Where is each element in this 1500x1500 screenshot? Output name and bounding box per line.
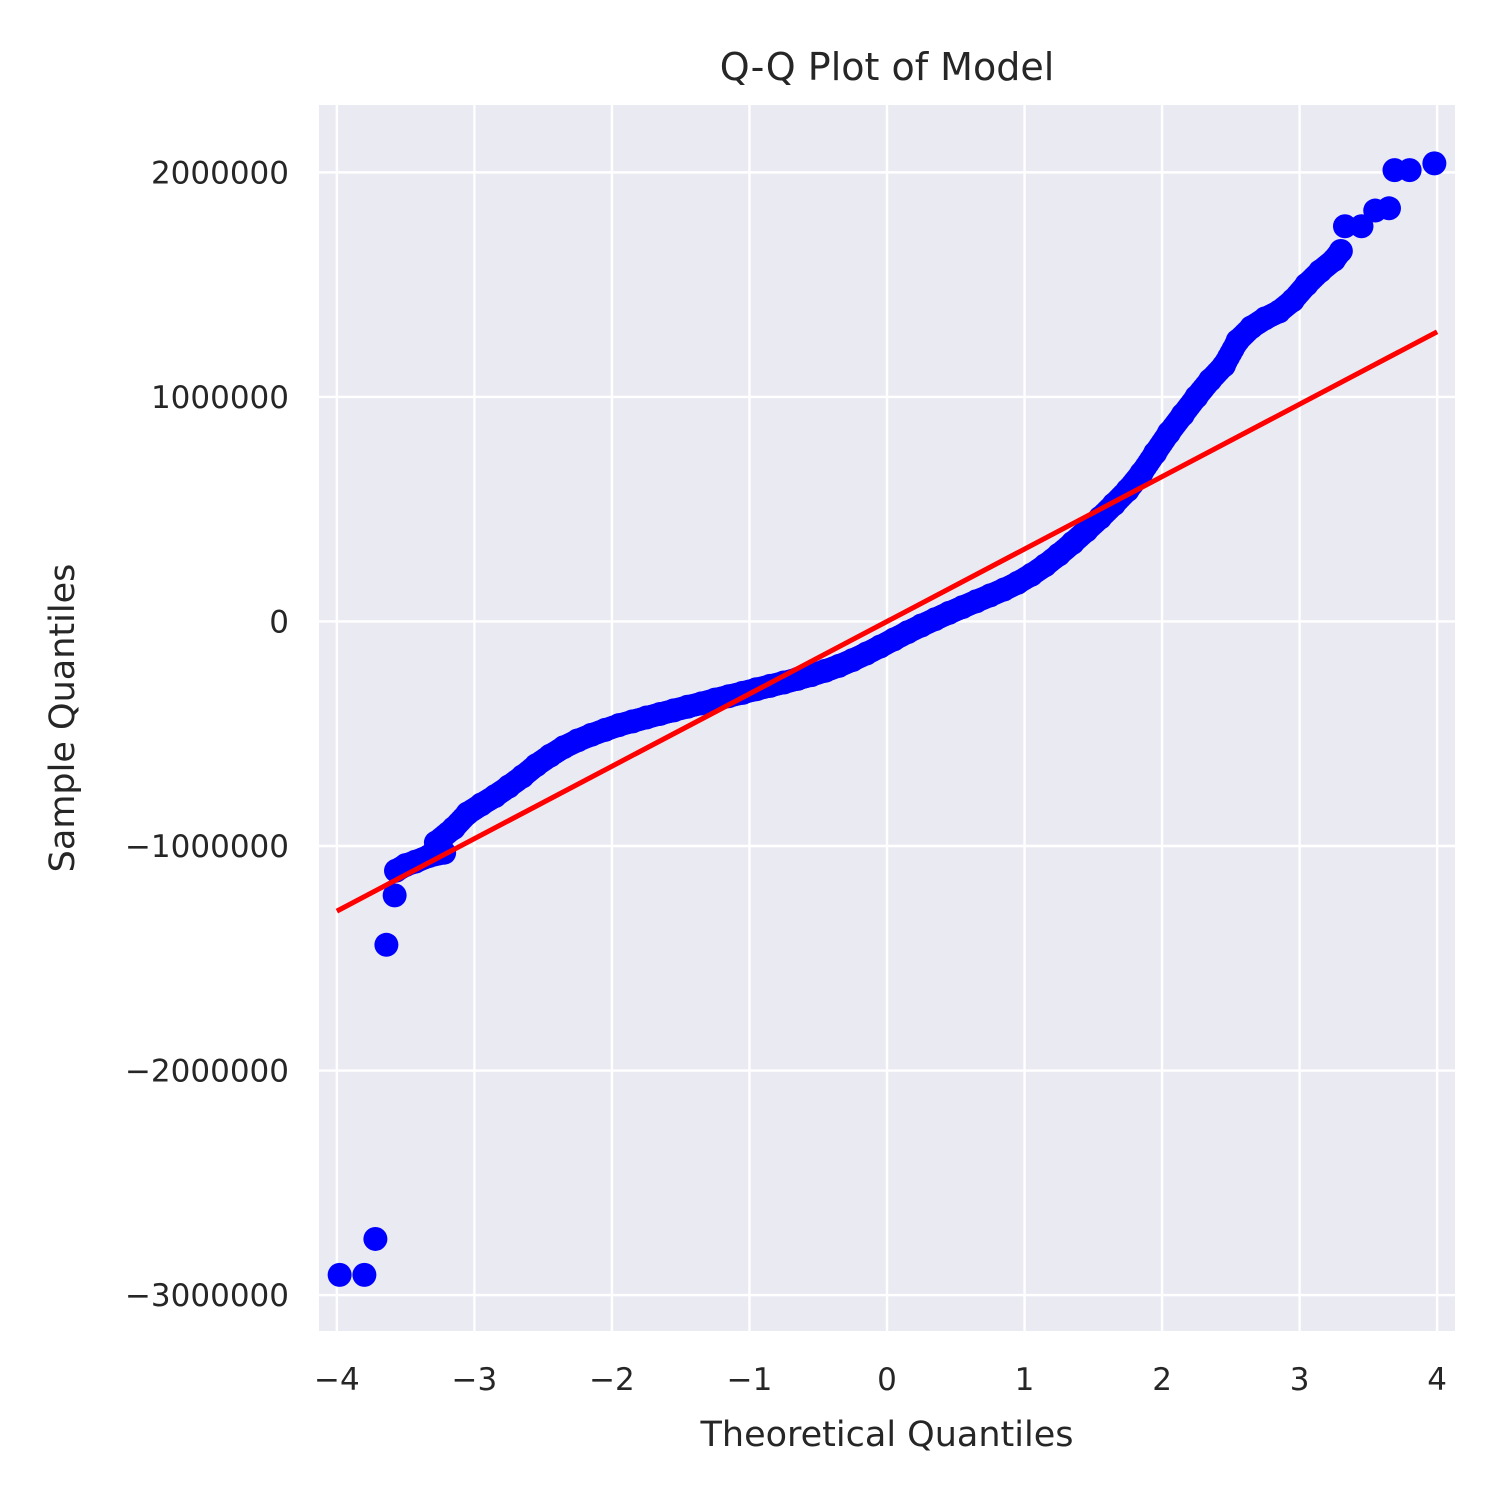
x-axis-title: Theoretical Quantiles xyxy=(700,1415,1074,1455)
reference-line xyxy=(335,329,1439,914)
sample-point xyxy=(374,932,399,957)
y-tick-label: 0 xyxy=(269,604,289,640)
x-tick-label: 4 xyxy=(1427,1362,1447,1398)
sample-point xyxy=(1170,402,1195,427)
x-tick-label: 1 xyxy=(1015,1362,1035,1398)
y-tick-label: −3000000 xyxy=(125,1278,289,1314)
sample-point xyxy=(1349,214,1374,239)
sample-point xyxy=(1376,196,1401,221)
y-tick-label: −2000000 xyxy=(125,1054,289,1090)
reference-line-segment xyxy=(335,329,1439,914)
x-tick-label: −4 xyxy=(314,1362,360,1398)
sample-point xyxy=(1328,238,1353,263)
y-tick-label: −1000000 xyxy=(125,829,289,865)
x-tick-labels: −4 −3 −2 −1 0 1 2 3 4 xyxy=(314,1362,1447,1398)
x-tick-label: −1 xyxy=(727,1362,773,1398)
x-tick-label: 0 xyxy=(877,1362,897,1398)
y-axis-title: Sample Quantiles xyxy=(43,564,83,873)
sample-point xyxy=(363,1226,388,1251)
sample-point xyxy=(1129,461,1154,486)
sample-point xyxy=(1280,288,1305,313)
x-tick-label: −3 xyxy=(452,1362,498,1398)
y-tick-label: 2000000 xyxy=(151,155,289,191)
sample-point xyxy=(1422,151,1447,176)
sample-point xyxy=(1184,384,1209,409)
sample-point xyxy=(1143,441,1168,466)
x-tick-label: 2 xyxy=(1152,1362,1172,1398)
sample-point xyxy=(1156,420,1181,445)
y-tick-label: 1000000 xyxy=(151,380,289,416)
x-tick-label: 3 xyxy=(1290,1362,1310,1398)
sample-point xyxy=(423,830,448,855)
sample-point xyxy=(382,883,407,908)
sample-point xyxy=(327,1262,352,1287)
sample-point xyxy=(1332,214,1357,239)
x-tick-label: −2 xyxy=(589,1362,635,1398)
y-tick-labels: −3000000 −2000000 −1000000 0 1000000 2000000 xyxy=(125,155,289,1314)
sample-point xyxy=(352,1262,377,1287)
chart-title: Q-Q Plot of Model xyxy=(720,45,1055,89)
sample-point xyxy=(1211,353,1236,378)
sample-point xyxy=(1397,158,1422,183)
